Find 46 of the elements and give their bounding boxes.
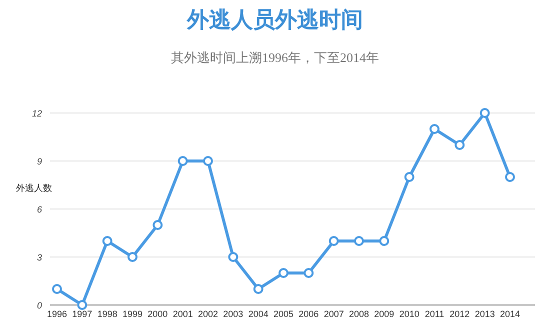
point [77, 300, 88, 310]
point [454, 140, 465, 150]
x-tick-label: 2004 [248, 309, 268, 319]
x-tick-label: 1998 [97, 309, 118, 319]
point [152, 220, 163, 230]
y-tick-label: 9 [36, 156, 42, 166]
x-tick-label: 2011 [424, 309, 444, 319]
x-tick-label: 2014 [500, 309, 520, 319]
chart-subtitle: 其外逃时间上溯1996年，下至2014年 [171, 50, 379, 65]
x-tick-label: 2005 [273, 309, 294, 319]
x-tick-label: 2012 [450, 309, 470, 319]
x-tick-label: 2001 [172, 309, 193, 319]
point [203, 156, 213, 166]
x-tick-label: 2003 [223, 309, 244, 319]
point [328, 236, 339, 246]
x-tick-label: 2006 [298, 309, 319, 319]
point [430, 124, 440, 134]
point [379, 236, 390, 246]
x-tick-label: 1996 [46, 309, 68, 319]
x-tick-label: 2013 [474, 309, 495, 319]
point [278, 268, 288, 278]
y-axis-title: 外逃人数 [16, 183, 52, 193]
point [253, 284, 264, 294]
y-tick-label: 0 [36, 300, 42, 310]
x-tick-label: 2002 [198, 309, 218, 319]
point [480, 108, 490, 118]
point [505, 172, 515, 182]
y-tick-label: 12 [32, 108, 42, 118]
x-tick-label: 2007 [324, 309, 344, 319]
x-tick-label: 1997 [72, 309, 92, 319]
point [304, 268, 314, 278]
x-tick-label: 2000 [148, 309, 168, 319]
x-tick-label: 2008 [348, 309, 370, 319]
point [128, 252, 138, 262]
point [178, 156, 188, 166]
y-tick-label: 3 [36, 252, 42, 262]
point [404, 172, 414, 182]
point [52, 284, 62, 294]
x-tick-label: 1999 [122, 309, 143, 319]
point [102, 236, 112, 246]
chart-title: 外逃人员外逃时间 [186, 7, 363, 32]
point [354, 236, 364, 246]
x-tick-label: 2010 [399, 309, 420, 319]
y-tick-label: 6 [36, 204, 42, 214]
point [228, 252, 238, 262]
x-tick-label: 2009 [374, 309, 394, 319]
